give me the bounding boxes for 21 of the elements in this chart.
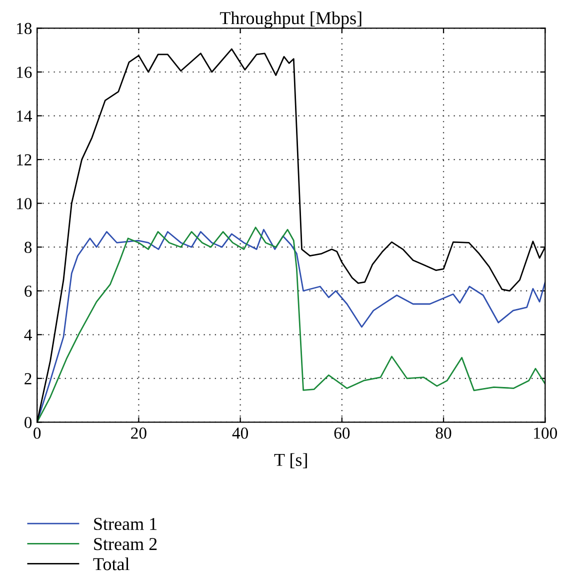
x-axis-title: T [s] [274, 453, 307, 468]
y-tick-label: 2 [24, 373, 32, 384]
legend-label: Stream 2 [94, 538, 157, 550]
x-tick-label: 20 [131, 428, 146, 439]
y-tick-label: 16 [17, 66, 32, 78]
y-tick-label: 0 [24, 416, 32, 428]
legend-label: Total [93, 558, 130, 570]
chart-title: Throughput [Mbps] [220, 12, 362, 28]
y-tick-label: 10 [17, 198, 32, 210]
x-tick-label: 80 [436, 428, 452, 439]
y-tick-label: 6 [24, 286, 32, 297]
y-tick-label: 12 [17, 154, 32, 166]
legend-label: Stream 1 [94, 518, 157, 530]
x-tick-label: 60 [334, 428, 350, 439]
x-tick-label: 0 [34, 428, 41, 439]
y-tick-label: 4 [24, 329, 32, 340]
y-tick-label: 18 [17, 22, 32, 34]
x-tick-label: 100 [534, 428, 558, 439]
y-tick-label: 14 [17, 110, 32, 122]
x-tick-label: 40 [232, 428, 248, 439]
y-tick-label: 8 [24, 242, 32, 254]
